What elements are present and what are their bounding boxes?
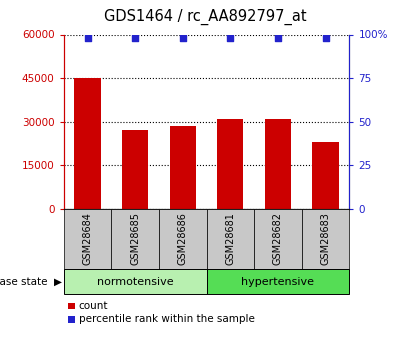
Point	[227, 35, 233, 41]
Bar	[265, 119, 291, 209]
Point	[275, 35, 281, 41]
Point	[180, 35, 186, 41]
Text: GSM28685: GSM28685	[130, 213, 140, 265]
Bar	[170, 126, 196, 209]
Bar	[217, 119, 243, 209]
Text: GSM28683: GSM28683	[321, 213, 330, 265]
Text: GSM28686: GSM28686	[178, 213, 188, 265]
Text: GSM28682: GSM28682	[273, 213, 283, 265]
Bar	[74, 78, 101, 209]
Point	[84, 35, 91, 41]
Text: count: count	[79, 301, 108, 310]
Text: disease state  ▶: disease state ▶	[0, 277, 62, 286]
Text: normotensive: normotensive	[97, 277, 173, 286]
Bar	[122, 130, 148, 209]
Text: GSM28684: GSM28684	[83, 213, 92, 265]
Text: GSM28681: GSM28681	[225, 213, 236, 265]
Point	[132, 35, 139, 41]
Text: hypertensive: hypertensive	[241, 277, 314, 286]
Text: GDS1464 / rc_AA892797_at: GDS1464 / rc_AA892797_at	[104, 9, 307, 25]
Text: percentile rank within the sample: percentile rank within the sample	[79, 315, 254, 324]
Bar	[312, 142, 339, 209]
Point	[322, 35, 329, 41]
